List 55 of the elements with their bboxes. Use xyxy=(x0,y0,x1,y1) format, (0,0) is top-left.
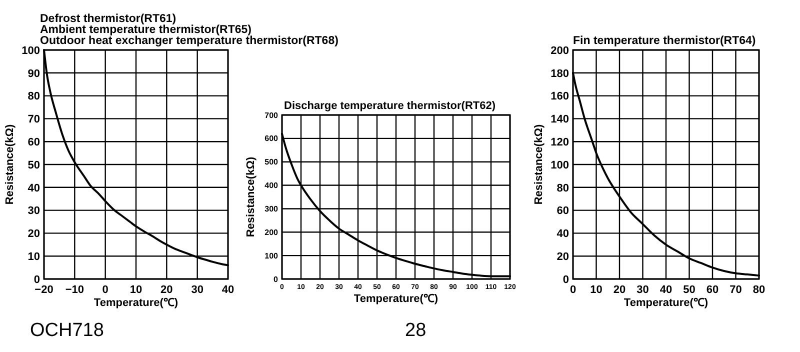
y-tick-label: 100 xyxy=(264,251,279,260)
y-axis-title: Resistance(kΩ) xyxy=(533,124,545,205)
y-axis-title: Resistance(kΩ) xyxy=(4,124,16,205)
text: OCH718 xyxy=(30,320,104,341)
y-tick-label: 100 xyxy=(22,44,40,57)
x-tick-label: 80 xyxy=(752,284,766,296)
chart-title: Fin temperature thermistor(RT64) xyxy=(573,35,756,47)
y-tick-label: 0 xyxy=(274,274,279,284)
y-tick-label: 160 xyxy=(550,90,569,103)
x-tick-label: 0 xyxy=(102,284,108,296)
x-tick-label: 30 xyxy=(636,284,649,296)
y-tick-label: 500 xyxy=(264,158,279,167)
y-tick-label: 80 xyxy=(556,182,569,194)
y-tick-label: 300 xyxy=(264,204,279,214)
y-tick-label: 70 xyxy=(28,114,40,126)
chart-title: Discharge temperature thermistor(RT62) xyxy=(284,100,496,112)
text: 28 xyxy=(405,320,426,341)
x-tick-label: 40 xyxy=(222,284,234,296)
y-tick-label: 20 xyxy=(28,228,40,240)
x-tick-label: 30 xyxy=(191,284,204,296)
x-tick-label: 70 xyxy=(730,284,742,296)
y-tick-label: 40 xyxy=(28,182,40,194)
y-axis-title: Resistance(kΩ) xyxy=(245,156,257,238)
x-tick-label: 40 xyxy=(660,284,672,296)
y-tick-label: 50 xyxy=(28,159,40,172)
x-tick-label: −10 xyxy=(65,284,84,296)
y-tick-label: 200 xyxy=(550,44,569,57)
x-axis-title: Temperature(℃) xyxy=(354,293,438,305)
chart-title: Defrost thermistor(RT61) Ambient temperature thermistor(RT65) Outdoor heat exchanger temperature thermistor(RT68) xyxy=(40,13,339,47)
y-tick-label: 30 xyxy=(28,205,40,218)
x-tick-label: 50 xyxy=(683,284,696,296)
y-tick-label: 80 xyxy=(28,90,40,103)
y-tick-label: 400 xyxy=(264,181,279,190)
x-tick-label: −20 xyxy=(34,284,54,296)
x-tick-label: 20 xyxy=(613,284,626,296)
x-axis-title: Temperature(℃) xyxy=(624,297,708,309)
y-tick-label: 20 xyxy=(556,250,569,263)
y-tick-label: 140 xyxy=(550,114,569,126)
y-tick-label: 100 xyxy=(550,159,569,172)
x-tick-label: 10 xyxy=(130,284,142,296)
x-tick-label: 0 xyxy=(570,284,576,296)
y-tick-label: 40 xyxy=(556,228,569,240)
x-tick-label: 10 xyxy=(590,284,602,296)
y-tick-label: 10 xyxy=(28,250,40,263)
y-tick-label: 700 xyxy=(264,110,279,120)
y-tick-label: 60 xyxy=(28,136,40,148)
x-tick-label: 60 xyxy=(706,284,719,296)
x-axis-title: Temperature(℃) xyxy=(94,297,178,309)
y-tick-label: 600 xyxy=(264,134,279,144)
y-tick-label: 90 xyxy=(28,68,40,80)
y-tick-label: 180 xyxy=(550,68,569,80)
y-tick-label: 200 xyxy=(264,228,279,237)
y-tick-label: 120 xyxy=(550,136,569,148)
y-tick-label: 60 xyxy=(556,205,569,218)
x-tick-label: 20 xyxy=(160,284,173,296)
